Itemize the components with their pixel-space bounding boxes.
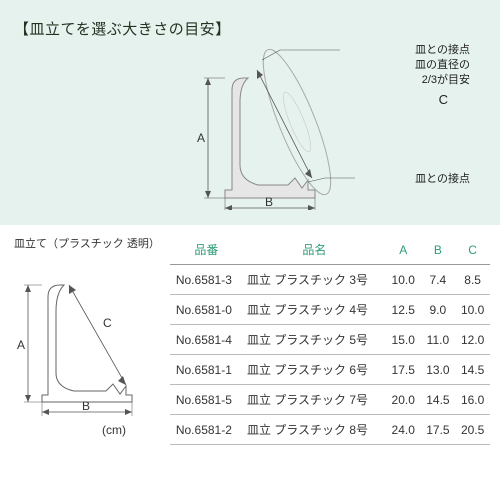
cell-c: 12.0 — [455, 325, 490, 355]
cell-pn: No.6581-2 — [170, 415, 243, 445]
dim-c-text: C — [439, 92, 448, 109]
anno-diameter-1: 皿の直径の — [415, 58, 470, 72]
cell-c: 16.0 — [455, 385, 490, 415]
col-pn: 品番 — [170, 235, 243, 265]
table-row: No.6581-3皿立 プラスチック 3号10.07.48.5 — [170, 265, 490, 295]
cell-name: 皿立 プラスチック 6号 — [243, 355, 386, 385]
dim-a-label: A — [197, 131, 205, 145]
cell-b: 9.0 — [421, 295, 456, 325]
anno-contact-bottom: 皿との接点 — [415, 172, 470, 186]
table-row: No.6581-5皿立 プラスチック 7号20.014.516.0 — [170, 385, 490, 415]
svg-text:B: B — [82, 399, 90, 413]
small-stand-shape — [42, 285, 132, 402]
small-diagram: A B C (cm) — [14, 257, 144, 437]
cell-pn: No.6581-3 — [170, 265, 243, 295]
svg-text:A: A — [17, 338, 25, 352]
plate-inner-ellipse — [279, 90, 316, 155]
cell-pn: No.6581-5 — [170, 385, 243, 415]
cell-b: 13.0 — [421, 355, 456, 385]
dim-b-label: B — [265, 195, 273, 209]
table-row: No.6581-4皿立 プラスチック 5号15.011.012.0 — [170, 325, 490, 355]
table-row: No.6581-2皿立 プラスチック 8号24.017.520.5 — [170, 415, 490, 445]
cell-c: 8.5 — [455, 265, 490, 295]
table-header-row: 品番 品名 A B C — [170, 235, 490, 265]
cell-b: 14.5 — [421, 385, 456, 415]
dim-c-line — [257, 70, 312, 178]
cell-name: 皿立 プラスチック 3号 — [243, 265, 386, 295]
cell-name: 皿立 プラスチック 4号 — [243, 295, 386, 325]
size-table-wrap: 品番 品名 A B C No.6581-3皿立 プラスチック 3号10.07.4… — [160, 235, 490, 445]
col-name: 品名 — [243, 235, 386, 265]
cell-b: 17.5 — [421, 415, 456, 445]
cell-name: 皿立 プラスチック 8号 — [243, 415, 386, 445]
cell-a: 10.0 — [386, 265, 421, 295]
cell-name: 皿立 プラスチック 7号 — [243, 385, 386, 415]
svg-text:C: C — [103, 316, 112, 330]
small-caption: 皿立て（プラスチック 透明） — [14, 235, 160, 251]
plate-ellipse — [251, 43, 343, 201]
table-row: No.6581-0皿立 プラスチック 4号12.59.010.0 — [170, 295, 490, 325]
size-table: 品番 品名 A B C No.6581-3皿立 プラスチック 3号10.07.4… — [170, 235, 490, 445]
col-b: B — [421, 235, 456, 265]
cell-c: 10.0 — [455, 295, 490, 325]
small-stand-svg: A B C — [14, 257, 144, 422]
col-a: A — [386, 235, 421, 265]
cell-a: 12.5 — [386, 295, 421, 325]
small-diagram-block: 皿立て（プラスチック 透明） A B — [14, 235, 160, 445]
bottom-section: 皿立て（プラスチック 透明） A B — [0, 225, 500, 445]
cell-name: 皿立 プラスチック 5号 — [243, 325, 386, 355]
cell-c: 14.5 — [455, 355, 490, 385]
main-diagram: A B 皿との接点 皿の直径の 2/3が目安 C 皿との接点 — [180, 30, 460, 210]
cell-c: 20.5 — [455, 415, 490, 445]
cm-unit: (cm) — [102, 423, 126, 437]
guide-panel: 【皿立てを選ぶ大きさの目安】 A B — [0, 0, 500, 225]
table-row: No.6581-1皿立 プラスチック 6号17.513.014.5 — [170, 355, 490, 385]
cell-pn: No.6581-1 — [170, 355, 243, 385]
cell-b: 11.0 — [421, 325, 456, 355]
anno-diameter-2: 2/3が目安 — [422, 73, 470, 87]
cell-a: 17.5 — [386, 355, 421, 385]
cell-pn: No.6581-4 — [170, 325, 243, 355]
cell-b: 7.4 — [421, 265, 456, 295]
anno-contact-top: 皿との接点 — [415, 43, 470, 57]
col-c: C — [455, 235, 490, 265]
cell-a: 15.0 — [386, 325, 421, 355]
cell-a: 20.0 — [386, 385, 421, 415]
cell-a: 24.0 — [386, 415, 421, 445]
cell-pn: No.6581-0 — [170, 295, 243, 325]
